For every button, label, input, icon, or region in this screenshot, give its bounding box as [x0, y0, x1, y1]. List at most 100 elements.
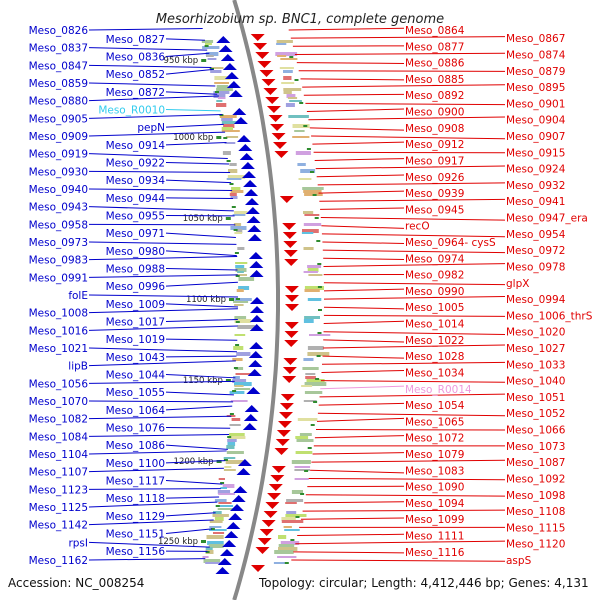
gene-label[interactable]: Meso_0912	[405, 139, 464, 151]
gene-label[interactable]: Meso_0978	[506, 261, 565, 273]
gene-label[interactable]: Meso_0852	[106, 69, 165, 81]
gene-label[interactable]: lipB	[68, 361, 88, 373]
gene-label[interactable]: Meso_0909	[29, 131, 88, 143]
gene-label[interactable]: Meso_0943	[29, 202, 88, 214]
gene-label[interactable]: Meso_R0014	[405, 384, 472, 396]
gene-label[interactable]: Meso_1083	[405, 465, 464, 477]
gene-label[interactable]: Meso_1073	[506, 441, 565, 453]
gene-label[interactable]: Meso_0895	[506, 82, 565, 94]
gene-label[interactable]: Meso_1094	[405, 498, 465, 510]
gene-label[interactable]: Meso_0940	[29, 184, 88, 196]
gene-label[interactable]: Meso_1055	[106, 387, 165, 399]
gene-label[interactable]: glpX	[506, 278, 529, 290]
gene-label[interactable]: Meso_0945	[405, 204, 464, 216]
gene-label[interactable]: Meso_1006_thrS	[506, 310, 593, 322]
gene-label[interactable]: Meso_1056	[29, 378, 89, 390]
gene-label[interactable]: pepN	[137, 122, 165, 134]
gene-label[interactable]: Meso_0827	[106, 34, 165, 46]
gene-label[interactable]: Meso_1099	[405, 514, 464, 526]
gene-label[interactable]: Meso_1021	[29, 343, 88, 355]
gene-label[interactable]: Meso_1115	[506, 522, 565, 534]
gene-label[interactable]: Meso_1054	[405, 400, 465, 412]
gene-label[interactable]: Meso_0864	[405, 25, 465, 37]
gene-label[interactable]: Meso_0872	[106, 87, 165, 99]
gene-label[interactable]: Meso_1027	[506, 343, 565, 355]
gene-label[interactable]: Meso_0859	[29, 78, 88, 90]
gene-label[interactable]: Meso_0980	[106, 246, 165, 258]
gene-label[interactable]: Meso_0939	[405, 188, 464, 200]
gene-label[interactable]: Meso_0932	[506, 180, 565, 192]
gene-label[interactable]: Meso_1117	[106, 476, 165, 488]
gene-label[interactable]: Meso_1066	[506, 425, 566, 437]
gene-label[interactable]: Meso_1040	[506, 376, 565, 388]
gene-label[interactable]: Meso_1005	[405, 302, 464, 314]
gene-label[interactable]: Meso_1064	[106, 405, 166, 417]
gene-label[interactable]: rpsI	[68, 537, 88, 549]
gene-label[interactable]: Meso_1162	[29, 555, 88, 567]
gene-label[interactable]: Meso_1090	[405, 482, 464, 494]
gene-label[interactable]: Meso_1019	[106, 334, 165, 346]
gene-label[interactable]: Meso_1116	[405, 547, 465, 559]
gene-label[interactable]: Meso_0867	[506, 33, 565, 45]
gene-label[interactable]: Meso_1076	[106, 423, 166, 435]
gene-label[interactable]: Meso_0877	[405, 41, 464, 53]
gene-label[interactable]: Meso_1079	[405, 449, 464, 461]
gene-label[interactable]: Meso_0886	[405, 58, 465, 70]
gene-label[interactable]: Meso_0944	[106, 193, 166, 205]
gene-label[interactable]: Meso_0917	[405, 155, 464, 167]
gene-label[interactable]: Meso_1043	[106, 352, 165, 364]
gene-label[interactable]: Meso_0837	[29, 43, 88, 55]
gene-label[interactable]: Meso_0972	[506, 245, 565, 257]
gene-label[interactable]: Meso_0892	[405, 90, 464, 102]
gene-label[interactable]: Meso_1051	[506, 392, 565, 404]
gene-label[interactable]: Meso_0990	[405, 286, 464, 298]
gene-label[interactable]: Meso_1125	[29, 502, 88, 514]
gene-label[interactable]: Meso_0874	[506, 49, 566, 61]
gene-label[interactable]: Meso_0958	[29, 219, 88, 231]
gene-label[interactable]: Meso_0947_era	[506, 213, 588, 225]
gene-label[interactable]: Meso_1033	[506, 359, 565, 371]
gene-label[interactable]: Meso_1120	[506, 539, 565, 551]
gene-label[interactable]: Meso_1111	[405, 531, 464, 543]
gene-label[interactable]: Meso_1142	[29, 520, 88, 532]
gene-label[interactable]: Meso_0826	[29, 25, 89, 37]
gene-label[interactable]: Meso_0973	[29, 237, 88, 249]
gene-label[interactable]: Meso_0905	[29, 113, 88, 125]
gene-label[interactable]: Meso_1028	[405, 351, 464, 363]
gene-label[interactable]: Meso_0885	[405, 74, 464, 86]
gene-label[interactable]: Meso_1104	[29, 449, 89, 461]
gene-label[interactable]: recO	[405, 221, 430, 233]
gene-label[interactable]: Meso_0934	[106, 175, 166, 187]
gene-label[interactable]: Meso_1107	[29, 467, 88, 479]
gene-label[interactable]: Meso_R0010	[98, 105, 165, 117]
gene-label[interactable]: Meso_1070	[29, 396, 88, 408]
gene-label[interactable]: Meso_0847	[29, 60, 88, 72]
gene-label[interactable]: Meso_0908	[405, 123, 464, 135]
gene-label[interactable]: Meso_0924	[506, 164, 566, 176]
gene-label[interactable]: Meso_0922	[106, 158, 165, 170]
gene-label[interactable]: Meso_1087	[506, 457, 565, 469]
gene-label[interactable]: Meso_0901	[506, 98, 565, 110]
gene-label[interactable]: Meso_1016	[29, 325, 89, 337]
gene-label[interactable]: Meso_0926	[405, 172, 465, 184]
gene-label[interactable]: Meso_1098	[506, 490, 565, 502]
gene-label[interactable]: Meso_0974	[405, 253, 465, 265]
gene-label[interactable]: Meso_1108	[506, 506, 565, 518]
gene-label[interactable]: Meso_1151	[106, 529, 165, 541]
gene-label[interactable]: Meso_1022	[405, 335, 464, 347]
gene-label[interactable]: Meso_1034	[405, 367, 465, 379]
gene-label[interactable]: Meso_0983	[29, 255, 88, 267]
gene-label[interactable]: Meso_0904	[506, 115, 566, 127]
gene-label[interactable]: Meso_0955	[106, 211, 165, 223]
gene-label[interactable]: Meso_1123	[29, 484, 88, 496]
gene-label[interactable]: Meso_0879	[506, 66, 565, 78]
gene-label[interactable]: Meso_1065	[405, 416, 464, 428]
gene-label[interactable]: Meso_0954	[506, 229, 566, 241]
gene-label[interactable]: Meso_1014	[405, 319, 465, 331]
gene-label[interactable]: Meso_0907	[506, 131, 565, 143]
gene-label[interactable]: Meso_1020	[506, 327, 565, 339]
gene-label[interactable]: Meso_1017	[106, 317, 165, 329]
gene-label[interactable]: Meso_1082	[29, 414, 88, 426]
gene-label[interactable]: Meso_0988	[106, 264, 165, 276]
gene-label[interactable]: Meso_0982	[405, 270, 464, 282]
